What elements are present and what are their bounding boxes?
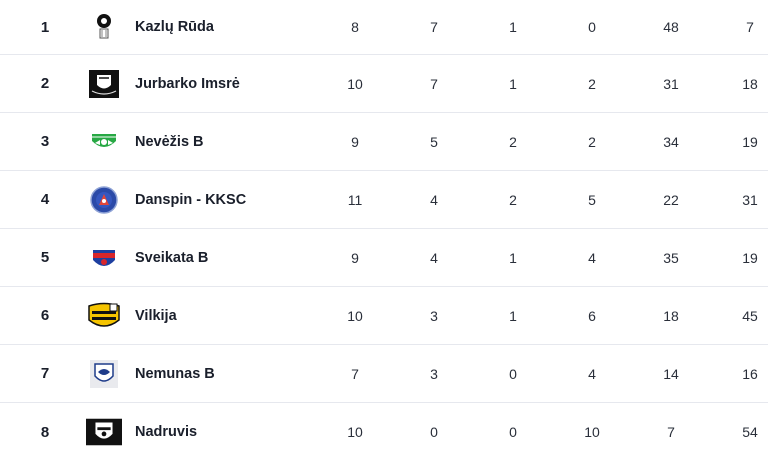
- stat-col-1: 10: [347, 424, 363, 440]
- stat-col-1: 9: [351, 133, 359, 150]
- stat-col-2: 3: [430, 307, 438, 324]
- stat-col-2: 7: [430, 19, 438, 35]
- stat-col-6: 7: [746, 19, 754, 35]
- stat-col-1: 7: [351, 365, 359, 382]
- stat-col-3: 1: [509, 307, 517, 324]
- stat-col-5: 34: [663, 133, 679, 150]
- nevezis-crest-icon: [86, 113, 122, 170]
- position: 5: [40, 249, 50, 266]
- table-row[interactable]: 3 Nevėžis B 9 5 2 2 34 19: [0, 113, 768, 171]
- stat-col-1: 11: [347, 191, 363, 208]
- stat-col-3: 2: [509, 191, 517, 208]
- position: 3: [40, 133, 50, 150]
- stat-col-4: 4: [588, 365, 596, 382]
- stat-col-2: 4: [430, 191, 438, 208]
- stat-col-2: 3: [430, 365, 438, 382]
- team-name[interactable]: Nevėžis B: [135, 133, 204, 150]
- position: 1: [40, 18, 50, 36]
- team-name[interactable]: Vilkija: [135, 307, 177, 324]
- stat-col-6: 19: [742, 249, 758, 266]
- stat-col-5: 48: [663, 19, 679, 35]
- team-name[interactable]: Kazlų Rūda: [135, 19, 214, 35]
- team-name[interactable]: Danspin - KKSC: [135, 191, 247, 208]
- position: 7: [40, 365, 50, 382]
- stat-col-1: 10: [347, 75, 363, 92]
- table-row[interactable]: 6 Vilkija 10 3 1 6 18 45: [0, 287, 768, 345]
- team-name[interactable]: Nemunas B: [135, 365, 215, 382]
- stat-col-6: 45: [742, 307, 758, 324]
- stat-col-1: 10: [347, 307, 363, 324]
- stat-col-4: 10: [584, 424, 600, 440]
- kazlu-ruda-crest-icon: [86, 0, 122, 54]
- danspin-kksc-crest-icon: [86, 171, 122, 228]
- stat-col-3: 0: [509, 424, 517, 440]
- stat-col-6: 19: [742, 133, 758, 150]
- nemunas-crest-icon: [86, 345, 122, 402]
- stat-col-2: 4: [430, 249, 438, 266]
- stat-col-3: 2: [509, 133, 517, 150]
- team-name[interactable]: Sveikata B: [135, 249, 209, 266]
- table-row[interactable]: 7 Nemunas B 7 3 0 4 14 16: [0, 345, 768, 403]
- stat-col-5: 31: [663, 75, 679, 92]
- table-row[interactable]: 4 Danspin - KKSC 11 4 2 5 22 31: [0, 171, 768, 229]
- stat-col-5: 7: [667, 424, 675, 440]
- sveikata-crest-icon: [86, 229, 122, 286]
- stat-col-5: 35: [663, 249, 679, 266]
- stat-col-2: 0: [430, 424, 438, 440]
- stat-col-4: 2: [588, 75, 596, 92]
- stat-col-2: 5: [430, 133, 438, 150]
- nadruvis-crest-icon: [86, 403, 122, 461]
- table-row[interactable]: 5 Sveikata B 9 4 1 4 35 19: [0, 229, 768, 287]
- stat-col-6: 31: [742, 191, 758, 208]
- stat-col-4: 5: [588, 191, 596, 208]
- stat-col-3: 1: [509, 249, 517, 266]
- jurbarko-imsre-crest-icon: [86, 55, 122, 112]
- table-row[interactable]: 1 Kazlų Rūda 8 7 1 0 48 7: [0, 0, 768, 55]
- stat-col-4: 4: [588, 249, 596, 266]
- stat-col-1: 9: [351, 249, 359, 266]
- stat-col-2: 7: [430, 75, 438, 92]
- team-name[interactable]: Nadruvis: [135, 424, 198, 440]
- stat-col-4: 6: [588, 307, 596, 324]
- stat-col-4: 2: [588, 133, 596, 150]
- position: 4: [40, 191, 50, 208]
- stat-col-5: 22: [663, 191, 679, 208]
- stat-col-1: 8: [351, 19, 359, 35]
- stat-col-6: 16: [742, 365, 758, 382]
- stat-col-3: 0: [509, 365, 517, 382]
- stat-col-5: 18: [663, 307, 679, 324]
- stat-col-6: 54: [742, 424, 758, 440]
- stat-col-3: 1: [509, 19, 517, 35]
- team-name[interactable]: Jurbarko Imsrė: [135, 75, 240, 92]
- stat-col-4: 0: [588, 19, 596, 35]
- vilkija-crest-icon: [86, 287, 122, 344]
- table-row[interactable]: 8 Nadruvis 10 0 0 10 7 54: [0, 403, 768, 461]
- stat-col-5: 14: [663, 365, 679, 382]
- position: 6: [40, 307, 50, 324]
- stat-col-3: 1: [509, 75, 517, 92]
- table-row[interactable]: 2 Jurbarko Imsrė 10 7 1 2 31 18: [0, 55, 768, 113]
- position: 8: [40, 423, 50, 441]
- position: 2: [40, 75, 50, 92]
- stat-col-6: 18: [742, 75, 758, 92]
